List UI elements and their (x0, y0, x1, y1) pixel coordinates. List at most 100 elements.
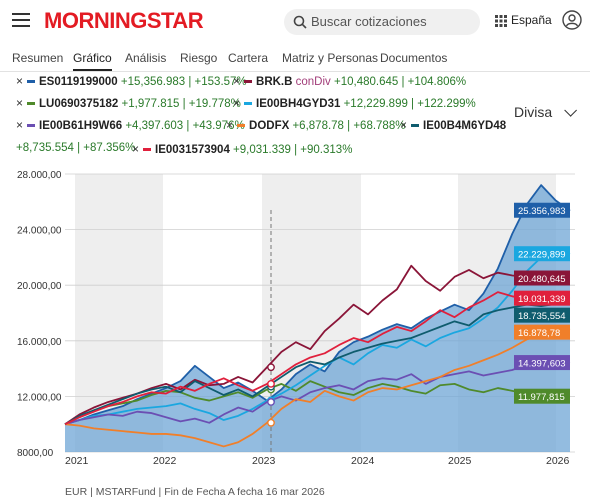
logo[interactable]: MORNINGSTAR (44, 8, 204, 33)
legend-name: IE00B4M6YD48 (423, 120, 507, 132)
tab-analisis[interactable]: Análisis (125, 51, 167, 65)
legend-change: +15,356.983 | +153.57% (120, 76, 247, 88)
currency-selector[interactable]: Divisa (514, 104, 578, 120)
legend-name: IE00B61H9W66 (39, 120, 123, 132)
currency-label: Divisa (514, 104, 553, 120)
tab-matriz[interactable]: Matriz y Personas (282, 51, 379, 65)
series-swatch (143, 148, 152, 152)
x-tick-label: 2026 (546, 455, 570, 467)
legend-name: BRK.B (256, 76, 293, 88)
end-value-label: 25.356,983 (518, 206, 566, 217)
end-label-box (514, 324, 570, 340)
legend-name: DODFX (249, 120, 290, 132)
hover-point (267, 418, 275, 427)
end-label-box (514, 202, 570, 218)
series-line-ie00b61h9w66 (64, 360, 571, 426)
series-swatch (244, 80, 253, 84)
x-tick-label: 2024 (351, 455, 375, 467)
tab-grafico[interactable]: Gráfico (73, 51, 112, 71)
search-input[interactable]: Buscar cotizaciones (284, 9, 480, 35)
series-line-ie00b4m6yd48 (64, 301, 571, 425)
y-tick-label: 28.000,00 (17, 170, 62, 181)
end-label-box (514, 388, 570, 404)
tab-riesgo[interactable]: Riesgo (180, 51, 218, 65)
legend-change: +9,031.339 | +90.313% (233, 144, 353, 156)
menu-icon[interactable] (12, 13, 30, 27)
y-tick-label: 16.000,00 (17, 337, 62, 348)
remove-series-icon[interactable]: × (226, 118, 234, 132)
legend-chip-lu0690375182[interactable]: × LU0690375182 +1,977.815 | +19.778% (16, 96, 241, 114)
y-tick-label: 20.000,00 (17, 281, 62, 292)
y-tick-label: 8000,00 (17, 448, 54, 459)
legend-chip-ie0031573904[interactable]: × IE0031573904 +9,031.339 | +90.313% (132, 142, 352, 160)
legend-chip-brkb[interactable]: × BRK.B conDiv +10,480.645 | +104.806% (233, 74, 466, 92)
tab-resumen[interactable]: Resumen (12, 51, 64, 65)
legend-name: IE00BH4GYD31 (256, 98, 341, 110)
end-value-label: 14.397,603 (518, 359, 566, 370)
series-swatch (411, 124, 420, 128)
remove-series-icon[interactable]: × (16, 96, 24, 110)
y-tick-label: 24.000,00 (17, 226, 62, 237)
chevron-down-icon (564, 104, 578, 117)
remove-series-icon[interactable]: × (16, 74, 24, 88)
grid-icon (495, 14, 507, 27)
series-swatch (244, 102, 253, 106)
chart-footer: EUR | MSTARFund | Fin de Fecha A fecha 1… (65, 486, 325, 498)
legend-chip-ie00b4m6yd48[interactable]: × IE00B4M6YD48 (400, 118, 506, 136)
end-label-box (514, 246, 570, 262)
legend-name: IE0031573904 (155, 144, 230, 156)
legend-change: +12,229.899 | +122.299% (343, 98, 476, 110)
search-placeholder: Buscar cotizaciones (311, 14, 427, 29)
legend-name: LU0690375182 (39, 98, 119, 110)
series-swatch (27, 102, 36, 106)
legend-change: +10,480.645 | +104.806% (334, 76, 467, 88)
series-line-ie00bh4gyd31 (64, 249, 571, 426)
x-tick-label: 2025 (448, 455, 472, 467)
legend-chip-es0119199000[interactable]: × ES0119199000 +15,356.983 | +153.57% (16, 74, 247, 92)
series-line-dodfx (64, 327, 571, 448)
tab-cartera[interactable]: Cartera (228, 51, 269, 65)
series-line-es0119199000 (64, 184, 571, 426)
remove-series-icon[interactable]: × (233, 96, 241, 110)
search-icon (293, 15, 307, 29)
series-line-brkb (64, 264, 571, 425)
x-tick-label: 2023 (252, 455, 276, 467)
legend-chip-ie00bh4gyd31[interactable]: × IE00BH4GYD31 +12,229.899 | +122.299% (233, 96, 476, 114)
series-line-ie0031573904 (64, 291, 571, 426)
remove-series-icon[interactable]: × (132, 142, 140, 156)
series-line-lu0690375182 (64, 380, 571, 426)
remove-series-icon[interactable]: × (400, 118, 408, 132)
legend-tag: conDiv (295, 76, 331, 88)
series-swatch (27, 124, 36, 128)
hover-point (267, 398, 275, 406)
hover-point (267, 363, 275, 372)
end-value-label: 19.031,339 (518, 294, 566, 305)
legend-change: +6,878.78 | +68.788% (292, 120, 406, 132)
region-label: España (511, 13, 552, 27)
end-value-label: 11.977,815 (518, 392, 565, 403)
end-label-box (514, 270, 570, 286)
legend-chip-ie00b4m6yd48-change: +8,735.554 | +87.356% (16, 142, 135, 160)
end-label-box (514, 307, 570, 323)
legend-change: +4,397.603 | +43.976% (125, 120, 245, 132)
legend-change: +8,735.554 | +87.356% (16, 142, 136, 154)
region-selector[interactable]: España (495, 13, 552, 27)
end-value-label: 20.480,645 (518, 274, 566, 285)
hover-point (267, 379, 275, 388)
series-swatch (27, 80, 36, 84)
user-icon[interactable] (562, 10, 582, 30)
remove-series-icon[interactable]: × (16, 118, 24, 132)
legend-change: +1,977.815 | +19.778% (121, 98, 241, 110)
top-bar: MORNINGSTAR Buscar cotizaciones España (0, 0, 590, 44)
tab-documentos[interactable]: Documentos (380, 51, 448, 65)
legend-chip-dodfx[interactable]: × DODFX +6,878.78 | +68.788% (226, 118, 405, 136)
x-tick-label: 2021 (65, 455, 89, 467)
end-label-box (514, 290, 570, 306)
tab-bar: Resumen Gráfico Análisis Riesgo Cartera … (0, 46, 590, 72)
remove-series-icon[interactable]: × (233, 74, 241, 88)
end-value-label: 22.229,899 (518, 250, 566, 261)
series-swatch (237, 124, 246, 128)
performance-chart[interactable]: 28.000,00 24.000,00 20.000,00 16.000,00 12.0… (0, 168, 590, 468)
legend-chip-ie00b61h9w66[interactable]: × IE00B61H9W66 +4,397.603 | +43.976% (16, 118, 245, 136)
end-value-label: 18.735,554 (518, 311, 566, 322)
